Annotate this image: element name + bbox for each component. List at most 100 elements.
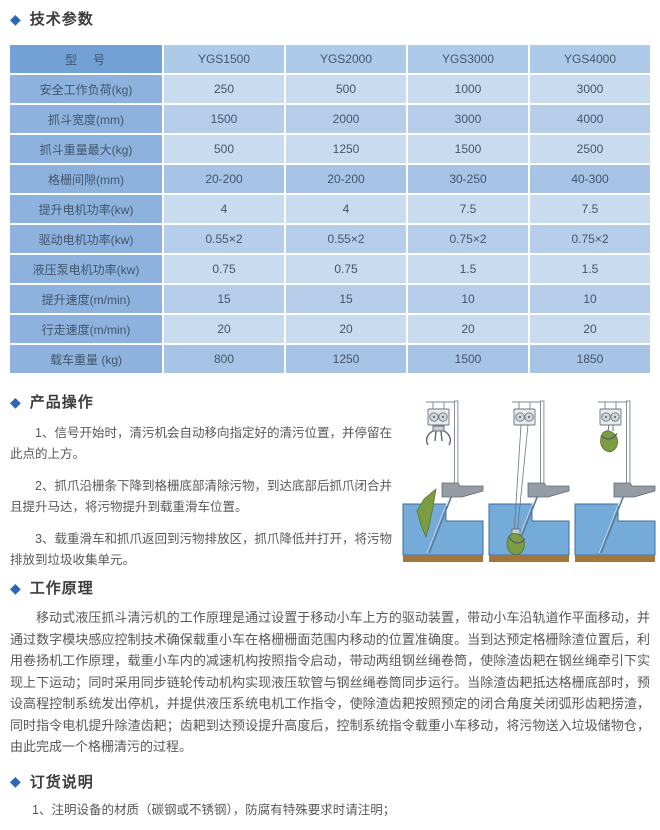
table-header-cell: YGS2000 <box>286 45 406 73</box>
table-cell: 4 <box>164 195 284 223</box>
table-cell: 10 <box>408 285 528 313</box>
table-cell: 2000 <box>286 105 406 133</box>
trolley <box>427 408 450 426</box>
table-cell: 4000 <box>530 105 650 133</box>
table-row-label: 抓斗宽度(mm) <box>10 105 162 133</box>
ordering-section: ◆ 订货说明 1、注明设备的材质（碳钢或不锈钢），防腐有特殊要求时请注明；2、订… <box>0 771 660 830</box>
table-row-label: 抓斗重量最大(kg) <box>10 135 162 163</box>
ordering-items: 1、注明设备的材质（碳钢或不锈钢），防腐有特殊要求时请注明；2、订货时请用户提供… <box>0 801 660 830</box>
operation-section: ◆ 产品操作 1、信号开始时，清污机会自动移向指定好的清污位置，并停留在此点的上… <box>0 391 660 571</box>
operation-diagram-stage2 <box>488 400 570 562</box>
table-row: 驱动电机功率(kw) 0.55×2 0.55×2 0.75×2 0.75×2 <box>10 225 650 253</box>
table-cell: 15 <box>286 285 406 313</box>
table-cell: 30-250 <box>408 165 528 193</box>
table-cell: 20 <box>408 315 528 343</box>
table-cell: 20-200 <box>164 165 284 193</box>
table-body: 安全工作负荷(kg) 250 500 1000 3000 抓斗宽度(mm) 1500 2000… <box>10 75 650 373</box>
section-heading-operation: ◆ 产品操作 <box>10 391 400 412</box>
debris <box>600 430 619 453</box>
table-cell: 800 <box>164 345 284 373</box>
table-row-label: 提升电机功率(kw) <box>10 195 162 223</box>
table-cell: 500 <box>164 135 284 163</box>
table-row: 提升速度(m/min) 15 15 10 10 <box>10 285 650 313</box>
table-row: 抓斗宽度(mm) 1500 2000 3000 4000 <box>10 105 650 133</box>
table-cell: 15 <box>164 285 284 313</box>
table-cell: 3000 <box>530 75 650 103</box>
table-cell: 1850 <box>530 345 650 373</box>
operation-item: 2、抓爪沿栅条下降到格栅底部清除污物，到达底部后抓爪闭合并且提升马达，将污物提升… <box>10 479 392 514</box>
section-heading-tech-params: ◆ 技术参数 <box>10 0 660 29</box>
table-row-label: 驱动电机功率(kw) <box>10 225 162 253</box>
table-cell: 0.75×2 <box>408 225 528 253</box>
table-cell: 0.55×2 <box>286 225 406 253</box>
table-row: 载车重量 (kg) 800 1250 1500 1850 <box>10 345 650 373</box>
table-row: 提升电机功率(kw) 4 4 7.5 7.5 <box>10 195 650 223</box>
section-title-principle: 工作原理 <box>29 580 94 597</box>
trolley <box>513 408 536 426</box>
table-cell: 0.75 <box>286 255 406 283</box>
operation-text-column: ◆ 产品操作 1、信号开始时，清污机会自动移向指定好的清污位置，并停留在此点的上… <box>2 391 400 571</box>
section-heading-ordering: ◆ 订货说明 <box>10 771 660 792</box>
diamond-icon: ◆ <box>10 393 22 410</box>
table-cell: 500 <box>286 75 406 103</box>
water <box>574 503 656 562</box>
operation-diagram-stage1 <box>402 400 484 562</box>
table-header-row: 型 号 YGS1500 YGS2000 YGS3000 YGS4000 <box>10 45 650 73</box>
principle-paragraph: 移动式液压抓斗清污机的工作原理是通过设置于移动小车上方的驱动装置，带动小车沿轨道… <box>10 610 650 754</box>
table-row-label: 载车重量 (kg) <box>10 345 162 373</box>
discharge-chute <box>527 482 570 498</box>
table-cell: 40-300 <box>530 165 650 193</box>
section-heading-principle: ◆ 工作原理 <box>10 577 660 598</box>
table-row-label: 液压泵电机功率(kw) <box>10 255 162 283</box>
debris <box>506 533 525 556</box>
grab-claw <box>600 424 619 453</box>
table-cell: 1250 <box>286 135 406 163</box>
sediment <box>403 555 483 562</box>
table-row-label: 行走速度(m/min) <box>10 315 162 343</box>
table-cell: 1500 <box>164 105 284 133</box>
table-row: 行走速度(m/min) 20 20 20 20 <box>10 315 650 343</box>
table-cell: 20 <box>530 315 650 343</box>
table-cell: 7.5 <box>530 195 650 223</box>
discharge-chute <box>613 482 656 498</box>
table-header-model: 型 号 <box>10 45 162 73</box>
table-cell: 4 <box>286 195 406 223</box>
table-cell: 20 <box>286 315 406 343</box>
table-cell: 20 <box>164 315 284 343</box>
table-header-cell: YGS4000 <box>530 45 650 73</box>
operation-items: 1、信号开始时，清污机会自动移向指定好的清污位置，并停留在此点的上方。 2、抓爪沿… <box>2 423 400 571</box>
screen-rake <box>598 494 625 554</box>
table-row: 安全工作负荷(kg) 250 500 1000 3000 <box>10 75 650 103</box>
table-cell: 0.55×2 <box>164 225 284 253</box>
grab-claw <box>425 425 452 446</box>
diamond-icon: ◆ <box>10 773 22 789</box>
ordering-item: 1、注明设备的材质（碳钢或不锈钢），防腐有特殊要求时请注明； <box>32 802 396 817</box>
table-cell: 2500 <box>530 135 650 163</box>
diamond-icon: ◆ <box>10 10 22 27</box>
table-header-cell: YGS3000 <box>408 45 528 73</box>
operation-item: 3、载重滑车和抓爪返回到污物排放区，抓爪降低并打开，将污物排放到垃圾收集单元。 <box>10 532 392 567</box>
operation-diagram-stage3 <box>574 400 656 562</box>
table-cell: 3000 <box>408 105 528 133</box>
diamond-icon: ◆ <box>10 579 22 596</box>
table-cell: 1.5 <box>530 255 650 283</box>
screen-rake <box>426 494 453 554</box>
table-cell: 1500 <box>408 135 528 163</box>
operation-diagrams <box>400 387 658 571</box>
table-row: 抓斗重量最大(kg) 500 1250 1500 2500 <box>10 135 650 163</box>
sediment <box>489 555 569 562</box>
table-row-label: 格栅间隙(mm) <box>10 165 162 193</box>
table-cell: 250 <box>164 75 284 103</box>
trolley <box>599 408 622 426</box>
hoist-cables <box>513 424 529 536</box>
table-header-cell: YGS1500 <box>164 45 284 73</box>
table-cell: 20-200 <box>286 165 406 193</box>
table-cell: 1250 <box>286 345 406 373</box>
debris <box>416 488 437 539</box>
grab-claw <box>506 528 526 556</box>
table-cell: 1.5 <box>408 255 528 283</box>
table-row-label: 安全工作负荷(kg) <box>10 75 162 103</box>
table-cell: 0.75×2 <box>530 225 650 253</box>
operation-item: 1、信号开始时，清污机会自动移向指定好的清污位置，并停留在此点的上方。 <box>10 426 392 461</box>
